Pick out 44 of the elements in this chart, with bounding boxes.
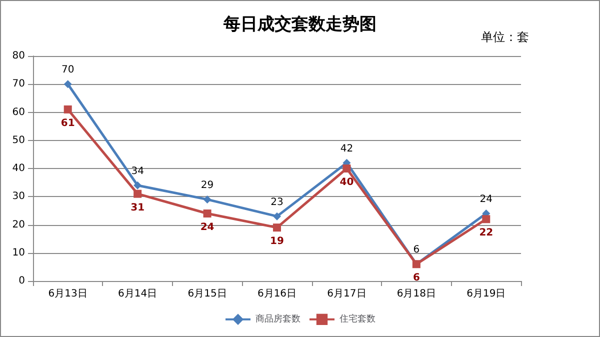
y-tick-label: 50 — [12, 134, 25, 146]
point — [64, 105, 72, 114]
x-tick-label: 6月14日 — [118, 288, 158, 300]
data-label: 24 — [480, 194, 493, 205]
chart-title: 每日成交套数走势图 — [222, 14, 376, 34]
data-label: 22 — [479, 228, 494, 239]
data-label: 24 — [200, 222, 214, 233]
x-tick-label: 6月16日 — [257, 288, 297, 300]
legend-label: 住宅套数 — [340, 313, 376, 324]
point — [273, 224, 281, 232]
data-label: 19 — [270, 236, 284, 248]
point — [273, 212, 281, 220]
point — [134, 190, 142, 198]
x-tick-label: 6月13日 — [48, 288, 88, 300]
x-tick-label: 6月18日 — [396, 288, 436, 300]
y-tick-label: 80 — [12, 50, 25, 62]
point — [342, 164, 351, 172]
data-label: 40 — [340, 177, 354, 188]
y-tick-label: 70 — [12, 78, 25, 90]
point — [64, 80, 72, 88]
y-tick-label: 40 — [12, 163, 25, 174]
legend-label: 商品房套数 — [256, 313, 300, 324]
data-label: 6 — [413, 244, 420, 256]
point — [134, 181, 142, 190]
data-label: 42 — [340, 143, 354, 154]
data-label: 34 — [131, 166, 144, 177]
y-tick-label: 0 — [18, 276, 25, 286]
data-label: 29 — [200, 180, 214, 191]
x-tick-label: 6月15日 — [188, 288, 227, 300]
y-tick-label: 60 — [12, 106, 25, 118]
point — [482, 215, 490, 224]
x-tick-label: 6月19日 — [466, 288, 506, 300]
data-label: 61 — [60, 118, 75, 129]
text: 单位：套 — [481, 30, 529, 44]
data-label: 31 — [130, 202, 145, 214]
data-label: 70 — [61, 64, 74, 76]
point — [203, 210, 212, 218]
y-tick-label: 20 — [12, 219, 25, 230]
x-tick-label: 6月17日 — [327, 288, 366, 300]
data-label: 23 — [270, 196, 284, 208]
y-tick-label: 30 — [12, 191, 25, 202]
y-tick-label: 10 — [12, 247, 25, 258]
point — [203, 195, 212, 204]
data-label: 6 — [412, 272, 420, 284]
